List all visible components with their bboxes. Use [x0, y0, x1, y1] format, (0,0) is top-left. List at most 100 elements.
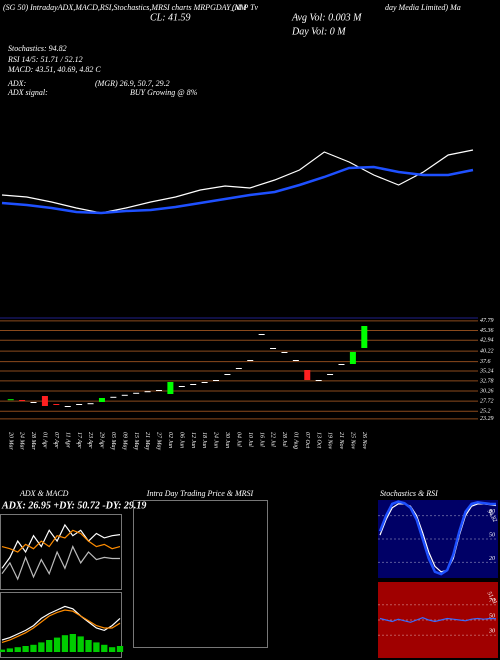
x-tick-label: 07 Oct — [304, 432, 310, 448]
header-text: ADX: — [7, 79, 27, 88]
series-line — [1, 545, 120, 581]
panel-background — [378, 500, 498, 578]
x-tick-label: 02 Jun — [167, 432, 173, 448]
histogram-bar — [77, 636, 84, 652]
x-tick-label: 19 Nov — [327, 432, 333, 450]
candle — [361, 326, 368, 348]
x-tick-label: 22 Jul — [270, 432, 276, 447]
candle — [349, 352, 356, 364]
y-tick-label: 45.36 — [480, 327, 494, 334]
series-line — [1, 529, 121, 553]
candle — [87, 403, 94, 405]
y-tick-label: 40.22 — [480, 347, 494, 354]
y-tick-label: 80 — [489, 509, 495, 515]
header-text: Stochastics: 94.82 — [8, 44, 67, 53]
header-text: BUY Growing @ 8% — [130, 88, 198, 97]
candle — [53, 404, 60, 405]
value-annotation: 51.71 — [486, 591, 498, 606]
y-tick-label: 47.79 — [480, 317, 494, 324]
y-tick-label: 37.6 — [479, 359, 491, 365]
histogram-bar — [0, 649, 6, 652]
candle — [144, 391, 151, 393]
candle — [315, 380, 322, 381]
histogram-bar — [38, 642, 45, 652]
candle — [110, 396, 117, 398]
histogram-bar — [108, 647, 116, 652]
panel-frame — [0, 592, 122, 658]
x-tick-label: 21 May — [144, 432, 150, 450]
candle — [281, 352, 288, 353]
header-text: Day Vol: 0 M — [291, 26, 346, 37]
histogram-bar — [22, 646, 29, 652]
candle — [7, 399, 14, 401]
histogram-bar — [46, 640, 53, 652]
y-tick-label: 30.26 — [479, 388, 494, 394]
panel-title: Intra Day Trading Price & MRSI — [146, 489, 254, 498]
candle — [304, 370, 311, 380]
candle — [133, 392, 140, 394]
header-text: (MGR) 26.9, 50.7, 29.2 — [95, 79, 170, 88]
header-text: CL: 41.59 — [150, 12, 191, 23]
series-line — [1, 165, 474, 215]
x-tick-label: 15 May — [133, 432, 139, 450]
candle — [178, 386, 185, 387]
y-tick-label: 23.29 — [480, 416, 494, 422]
x-tick-label: 11 Apr — [64, 432, 70, 449]
x-tick-label: 27 May — [156, 432, 162, 450]
candle — [64, 406, 71, 407]
panel-background — [378, 582, 498, 658]
candle — [235, 368, 242, 369]
x-tick-label: 07 Apr — [53, 432, 59, 449]
x-tick-label: 24 Mar — [19, 432, 26, 450]
y-tick-label: 25.2 — [480, 409, 491, 415]
y-tick-label: 50 — [489, 613, 495, 619]
x-tick-label: 23 Apr — [87, 432, 93, 449]
histogram-bar — [85, 640, 92, 652]
series-line — [379, 617, 497, 623]
candle — [19, 400, 26, 401]
header-text: day Media Limited) Ma — [385, 3, 461, 12]
x-tick-label: 30 Jun — [224, 431, 230, 448]
header-text: RSI 14/5: 51.71 / 52.12 — [7, 55, 83, 64]
x-tick-label: 01 Apr — [42, 432, 48, 449]
series-line — [1, 149, 474, 214]
y-tick-label: 20 — [489, 556, 495, 562]
series-line — [1, 609, 121, 643]
x-tick-label: 06 Jun — [178, 432, 184, 448]
candle — [292, 360, 299, 361]
header-text: Avg Vol: 0.003 M — [291, 12, 362, 23]
x-tick-label: 20 Mar — [7, 432, 13, 450]
candle — [224, 374, 231, 375]
y-tick-label: 70 — [489, 598, 495, 604]
series-line — [378, 500, 497, 576]
histogram-bar — [61, 635, 69, 652]
histogram-bar — [69, 634, 76, 652]
candle — [155, 390, 162, 391]
header-text: ADX signal: — [7, 88, 48, 97]
histogram-bar — [101, 644, 108, 652]
panel-subtitle: ADX: 26.95 +DY: 50.72 -DY: 29.19 — [1, 500, 146, 511]
y-tick-label: 50 — [489, 532, 495, 538]
x-tick-label: 04 Jul — [235, 432, 242, 447]
histogram-bar — [116, 646, 124, 652]
x-tick-label: 26 Nov — [361, 432, 367, 450]
candle — [247, 360, 254, 361]
candle — [30, 402, 37, 403]
panel-frame — [133, 500, 268, 648]
candle — [258, 334, 265, 335]
histogram-bar — [93, 642, 100, 652]
candle — [270, 348, 277, 349]
histogram-bar — [6, 648, 14, 652]
histogram-bar — [30, 644, 37, 652]
panel-frame — [0, 514, 122, 590]
x-tick-label: 18 Jun — [201, 432, 207, 448]
y-tick-label: 35.24 — [479, 367, 494, 374]
candle — [213, 380, 220, 381]
x-tick-label: 28 Jul — [281, 432, 287, 447]
header-text: (M P Tv — [232, 3, 259, 12]
candle — [76, 404, 83, 405]
x-tick-label: 01 Aug — [292, 432, 298, 449]
candle — [121, 394, 128, 396]
x-tick-label: 13 Oct — [315, 432, 321, 448]
